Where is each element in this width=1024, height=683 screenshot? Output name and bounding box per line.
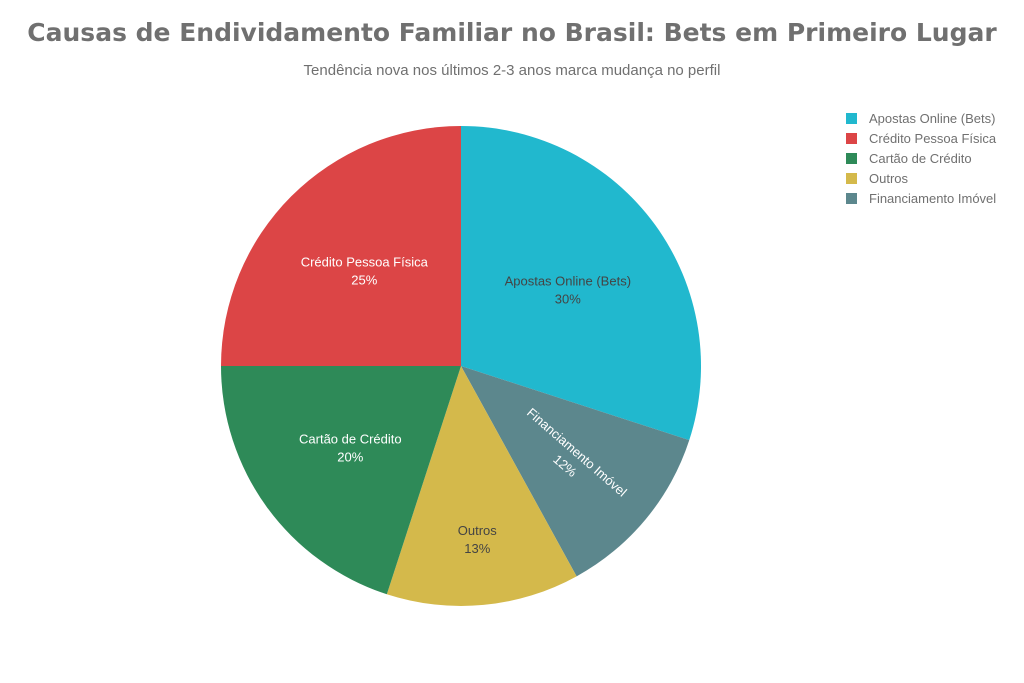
slice-label-group: Cartão de Crédito 20% — [299, 431, 402, 464]
pie-slice-cr-dito-pessoa-f-sica[interactable] — [221, 126, 461, 366]
legend-label: Cartão de Crédito — [869, 150, 972, 166]
legend-label: Crédito Pessoa Física — [869, 130, 997, 146]
slice-label-group: Apostas Online (Bets) 30% — [505, 273, 631, 306]
slice-label-group: Crédito Pessoa Física 25% — [301, 254, 429, 287]
slice-label: Apostas Online (Bets) — [505, 273, 631, 288]
slice-label: Crédito Pessoa Física — [301, 254, 429, 269]
chart-title: Causas de Endividamento Familiar no Bras… — [27, 18, 997, 47]
pie-slice-apostas-online-bets-[interactable] — [461, 126, 702, 441]
legend-label: Apostas Online (Bets) — [869, 110, 996, 126]
slice-percent-label: 30% — [555, 291, 581, 306]
slice-label-group: Outros 13% — [458, 523, 498, 556]
legend-swatch — [846, 132, 857, 144]
legend: Apostas Online (Bets) Crédito Pessoa Físi… — [846, 108, 996, 208]
slice-percent-label: 13% — [464, 541, 490, 556]
slice-label: Outros — [458, 523, 498, 538]
pie-slice-financiamento-im-vel[interactable] — [461, 366, 690, 577]
legend-item[interactable]: Financiamento Imóvel — [846, 188, 996, 208]
legend-item[interactable]: Outros — [846, 168, 996, 188]
slice-percent-label: 25% — [351, 272, 377, 287]
legend-item[interactable]: Apostas Online (Bets) — [846, 108, 996, 128]
slice-label: Cartão de Crédito — [299, 431, 402, 446]
legend-swatch — [846, 152, 857, 164]
legend-item[interactable]: Cartão de Crédito — [846, 148, 996, 168]
legend-swatch — [846, 112, 857, 124]
pie-slice-cart-o-de-cr-dito[interactable] — [221, 366, 461, 595]
chart-subtitle: Tendência nova nos últimos 2-3 anos marc… — [303, 62, 721, 79]
legend-swatch — [846, 172, 857, 184]
slice-percent-label: 20% — [337, 449, 363, 464]
pie-slice-outros[interactable] — [386, 366, 577, 606]
legend-label: Outros — [869, 170, 909, 186]
legend-item[interactable]: Crédito Pessoa Física — [846, 128, 996, 148]
legend-swatch — [846, 192, 857, 204]
legend-label: Financiamento Imóvel — [869, 190, 997, 206]
